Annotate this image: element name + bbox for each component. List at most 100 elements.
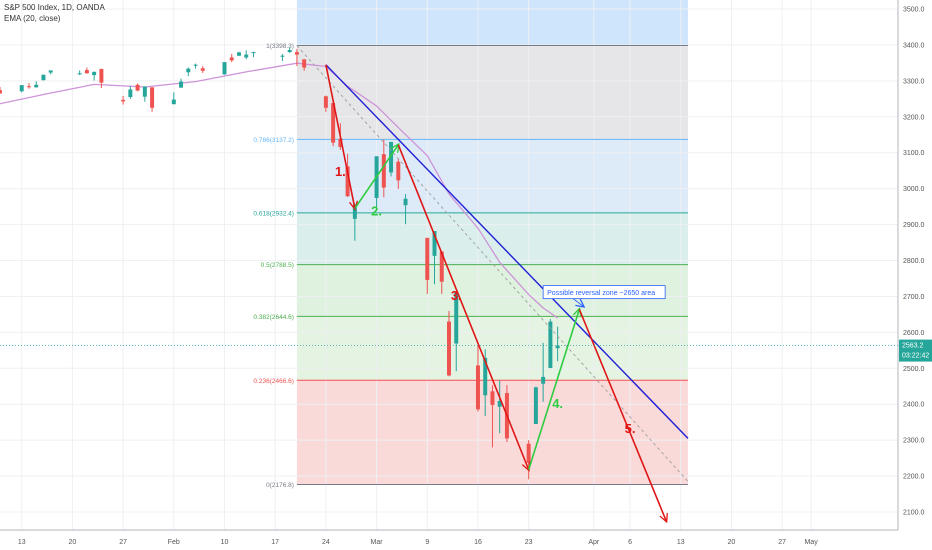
wave-label-2: 2. (371, 204, 382, 219)
candle-body (338, 138, 343, 147)
candle-2020-01-23 (92, 71, 97, 81)
price-tick-2200: 2200.0 (903, 474, 925, 481)
symbol-label[interactable]: S&P 500 Index, 1D, OANDA (4, 3, 105, 12)
trendline (325, 64, 689, 439)
candle-2020-02-13 (244, 50, 249, 60)
candle-2020-01-27 (121, 95, 126, 105)
candle-body (84, 70, 89, 74)
annotation-pointer (572, 298, 583, 307)
fib-label-0.5: 0.5(2788.5) (261, 262, 294, 269)
candle-2020-03-03 (381, 139, 386, 198)
candle-body (331, 103, 336, 143)
fib-zone-2 (296, 212, 688, 265)
candle-body (229, 57, 234, 61)
wave-label-1: 1. (335, 164, 346, 179)
candle-body (193, 64, 198, 66)
candle-2020-02-19 (287, 47, 292, 53)
candle-2020-02-24 (323, 95, 328, 112)
candle-2020-03-04 (389, 141, 394, 177)
fib-label-0.236: 0.236(2466.6) (253, 378, 293, 385)
time-tick-2020-02-10: 10 (221, 539, 229, 546)
candle-body (200, 68, 205, 71)
candle-2020-03-23 (526, 440, 531, 480)
wave-arrow-3 (397, 144, 528, 470)
time-tick-2020-04-27: 27 (778, 539, 786, 546)
candle-body (548, 321, 553, 368)
candle-body (128, 89, 133, 98)
fib-label-0: 0(2176.8) (266, 482, 294, 489)
price-tick-3500: 3500.0 (903, 6, 925, 13)
price-tick-3200: 3200.0 (903, 114, 925, 121)
candle-2020-02-10 (222, 62, 227, 75)
time-tick-2020-01-13: 13 (18, 539, 26, 546)
wave-arrow-5 (578, 309, 666, 521)
time-tick-2020-05-01: May (804, 539, 818, 546)
candle-2020-01-21 (77, 70, 82, 76)
time-tick-2020-04-13: 13 (677, 539, 685, 546)
candle-2020-03-12 (447, 310, 451, 377)
candle-body (454, 292, 459, 344)
candle-2020-01-16 (41, 74, 46, 81)
candle-2020-03-27 (555, 326, 560, 362)
candle-body (526, 443, 531, 463)
candle-body (403, 198, 408, 206)
candle-2020-02-05 (186, 67, 191, 77)
candle-body (439, 251, 444, 282)
candle-2020-03-13 (454, 292, 459, 372)
candle-body (121, 99, 126, 102)
candle-body (447, 321, 451, 376)
wave-label-3: 3. (451, 288, 462, 303)
candle-2020-03-16 (475, 346, 480, 412)
time-tick-2020-01-27: 27 (119, 539, 127, 546)
candle-body (280, 55, 285, 57)
price-tick-2700: 2700.0 (903, 294, 925, 301)
candle-2020-02-20 (294, 48, 299, 67)
candle-body (150, 87, 155, 108)
candle-body (323, 96, 328, 108)
candle-2020-01-15 (34, 81, 39, 88)
candle-body (555, 345, 560, 349)
candle-body (345, 166, 350, 197)
wave-arrow-1 (325, 64, 355, 209)
candle-2020-01-22 (84, 67, 89, 74)
price-tick-2800: 2800.0 (903, 258, 925, 265)
candle-body (48, 70, 53, 73)
time-tick-2020-02-03: Feb (168, 539, 180, 546)
candle-body (222, 62, 227, 75)
time-tick-2020-03-16: 16 (474, 539, 482, 546)
candle-2020-01-13 (19, 85, 24, 93)
candle-2020-02-12 (236, 51, 241, 57)
candle-2020-01-29 (135, 83, 140, 92)
candle-2020-01-17 (48, 70, 53, 75)
candle-2020-01-28 (128, 86, 133, 99)
price-tick-2600: 2600.0 (903, 330, 925, 337)
last-price-tag (899, 339, 932, 362)
candle-2020-03-09 (425, 237, 430, 294)
candle-2020-03-25 (541, 342, 546, 402)
price-tick-2900: 2900.0 (903, 222, 925, 229)
fib-zone-top (296, 0, 688, 46)
candle-2020-01-31 (150, 87, 155, 112)
candle-body (171, 99, 176, 105)
candle-2020-02-14 (251, 51, 256, 58)
dashed-line (296, 45, 689, 482)
candle-body (19, 85, 24, 92)
countdown-label: 03:22:42 (902, 353, 929, 360)
candle-body (490, 391, 495, 405)
wave-label-4: 4. (552, 396, 563, 411)
indicator-label[interactable]: EMA (20, close) (4, 14, 61, 23)
candle-body (99, 68, 104, 83)
annotation-box (542, 285, 666, 300)
price-tick-2100: 2100.0 (903, 510, 925, 517)
candle-2020-01-10 (0, 86, 2, 94)
fib-zone-4 (296, 316, 688, 381)
fib-zone-0 (296, 45, 688, 140)
time-tick-2020-02-24: 24 (322, 539, 330, 546)
price-tick-2300: 2300.0 (903, 438, 925, 445)
time-tick-2020-02-17: 17 (271, 539, 279, 546)
candle-2020-03-11 (439, 251, 444, 294)
fib-label-0.786: 0.786(3137.2) (253, 137, 293, 144)
candle-body (186, 68, 191, 73)
